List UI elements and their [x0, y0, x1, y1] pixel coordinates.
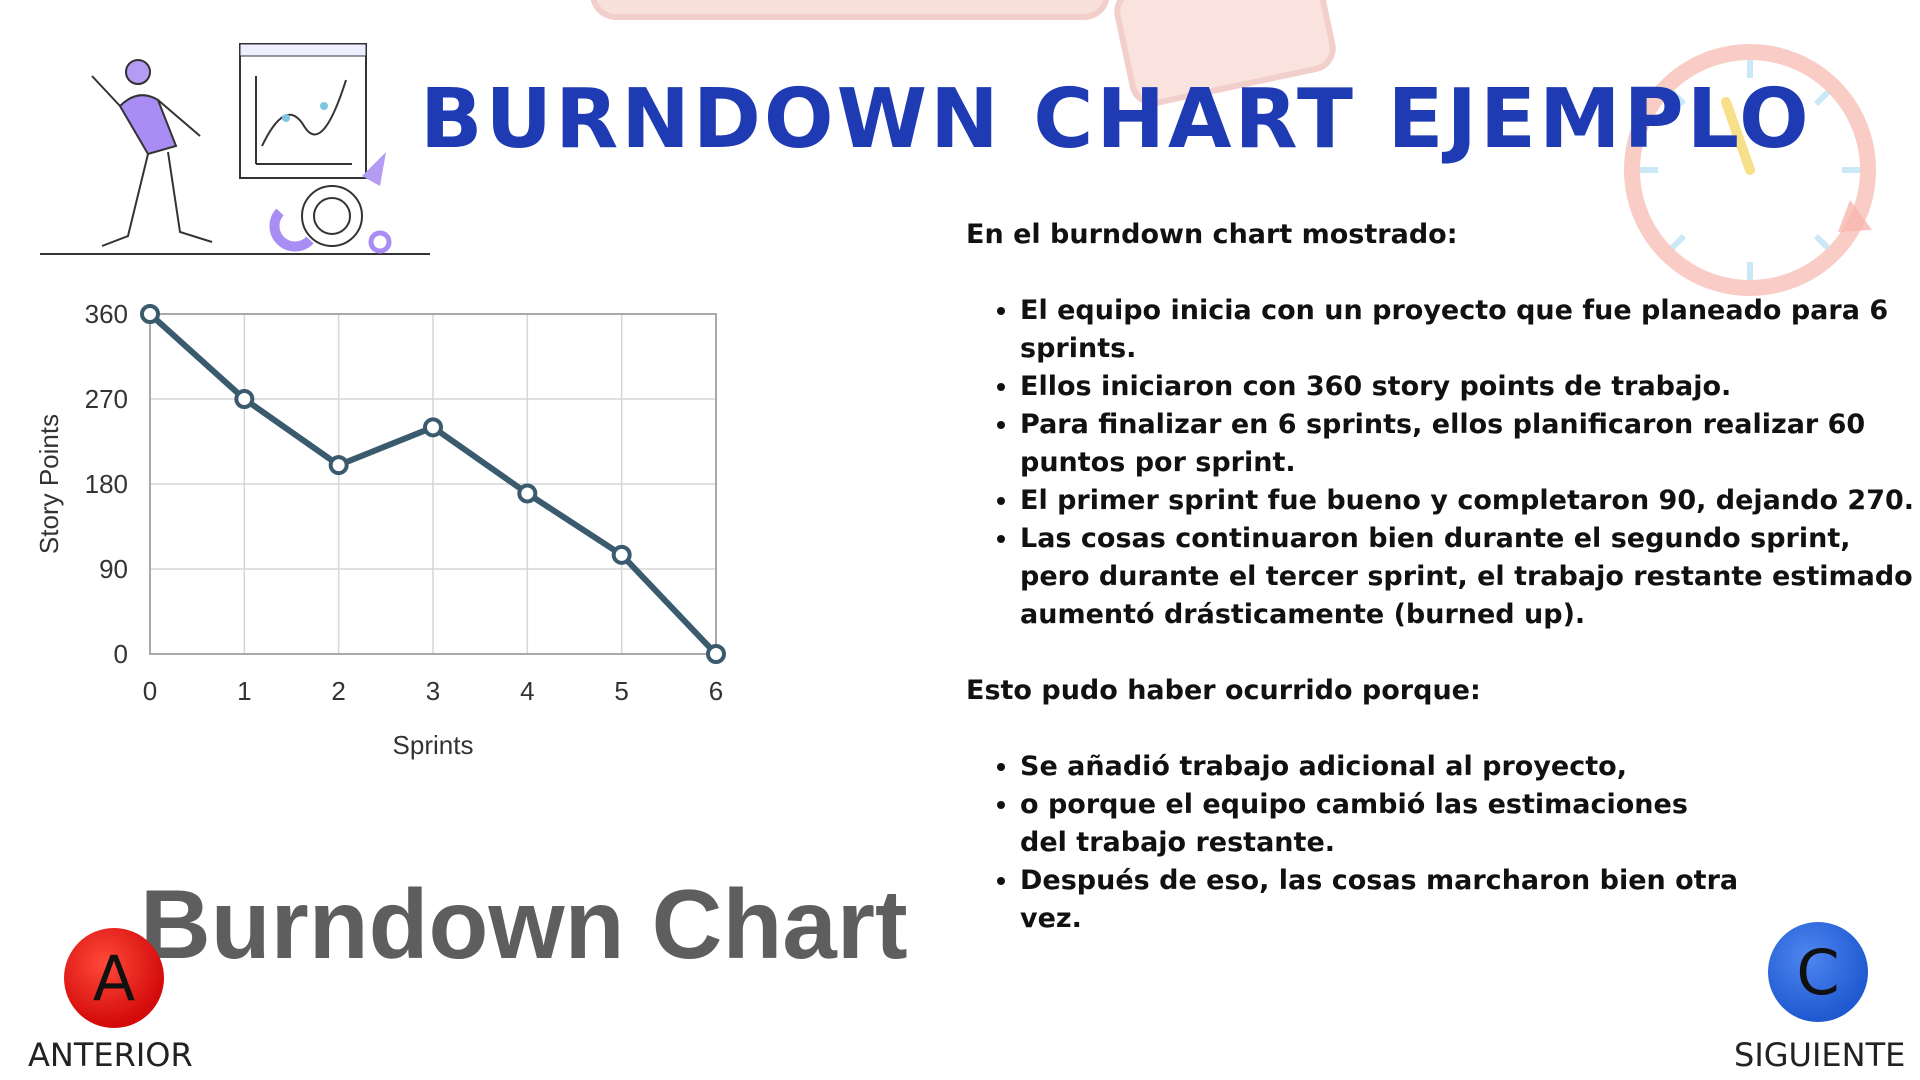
x-tick-label: 4: [520, 676, 534, 706]
chart-caption: Burndown Chart: [140, 869, 908, 979]
x-tick-label: 0: [143, 676, 157, 706]
y-tick-label: 0: [114, 639, 128, 669]
y-axis-ticks: 0 90 180 270 360: [85, 299, 128, 669]
previous-button[interactable]: A: [64, 928, 164, 1028]
list-item: Las cosas continuaron bien durante el se…: [1020, 520, 1916, 634]
data-point: [517, 483, 538, 504]
y-tick-label: 90: [99, 554, 128, 584]
laptop-decoration: [590, 0, 1110, 20]
data-point: [234, 389, 255, 409]
clock-icon: [1624, 44, 1876, 296]
data-point: [328, 455, 349, 476]
x-tick-label: 1: [237, 676, 251, 706]
page-title: BURNDOWN CHART EJEMPLO: [420, 72, 1812, 167]
list-item: Después de eso, las cosas marcharon bien…: [1020, 862, 1740, 938]
previous-label[interactable]: ANTERIOR: [28, 1036, 193, 1074]
data-point: [140, 304, 160, 324]
facts-list: El equipo inicia con un proyecto que fue…: [966, 292, 1916, 634]
analyst-illustration: [40, 43, 430, 255]
series-points: [140, 304, 726, 664]
list-item: o porque el equipo cambió las estimacion…: [1020, 786, 1726, 862]
chart-svg: 0 90 180 270 360 0 1 2 3 4 5 6 Sprints Story Point…: [34, 299, 726, 760]
burndown-chart: 0 90 180 270 360 0 1 2 3 4 5 6 Sprints Story Point…: [34, 270, 934, 850]
explanation-panel: En el burndown chart mostrado: El equipo…: [966, 216, 1916, 976]
x-tick-label: 6: [709, 676, 723, 706]
list-item: El equipo inicia con un proyecto que fue…: [1020, 292, 1916, 368]
list-item: Ellos iniciaron con 360 story points de …: [1020, 368, 1916, 406]
next-label[interactable]: SIGUIENTE: [1734, 1036, 1906, 1074]
data-point: [611, 544, 632, 565]
x-tick-label: 5: [614, 676, 628, 706]
y-axis-label: Story Points: [34, 414, 64, 554]
y-tick-label: 180: [85, 469, 128, 499]
reason-intro-text: Esto pudo haber ocurrido porque:: [966, 675, 1481, 706]
x-tick-label: 2: [331, 676, 345, 706]
list-item: El primer sprint fue bueno y completaron…: [1020, 482, 1916, 520]
list-item: Para finalizar en 6 sprints, ellos plani…: [1020, 406, 1916, 482]
x-axis-label: Sprints: [393, 730, 474, 760]
x-axis-ticks: 0 1 2 3 4 5 6: [143, 676, 723, 706]
y-tick-label: 270: [85, 384, 128, 414]
intro-text: En el burndown chart mostrado:: [966, 219, 1458, 250]
data-point: [423, 417, 443, 438]
x-tick-label: 3: [426, 676, 440, 706]
reasons-list: Se añadió trabajo adicional al proyecto,…: [966, 748, 1738, 938]
list-item: Se añadió trabajo adicional al proyecto,: [1020, 748, 1726, 786]
plot-frame: [149, 313, 717, 655]
y-tick-label: 360: [85, 299, 128, 329]
data-point: [706, 644, 726, 664]
chart-grid: [149, 313, 717, 655]
next-button[interactable]: C: [1768, 922, 1868, 1022]
